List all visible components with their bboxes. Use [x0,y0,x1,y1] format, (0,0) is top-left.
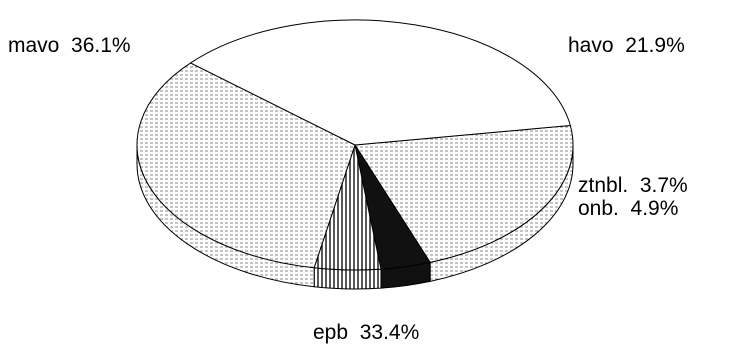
pie-label-havo: havo 21.9% [568,34,685,57]
pie-label-epb: epb 33.4% [313,321,419,344]
pie-slice-havo [354,124,574,263]
pie-sides [136,144,574,290]
pie-slices [136,19,574,271]
pie-slice-mavo [190,19,571,146]
pie-labels: havo 21.9% ztnbl. 3.7%onb. 4.9% epb 33.4% m… [8,34,688,344]
pie-label-onb: onb. 4.9% [578,197,678,220]
pie-label-mavo: mavo 36.1% [8,34,131,57]
pie-label-ztnbl: ztnbl. 3.7% [578,174,688,197]
pie-side-onb [313,267,382,290]
pie-slice-epb [136,62,356,269]
